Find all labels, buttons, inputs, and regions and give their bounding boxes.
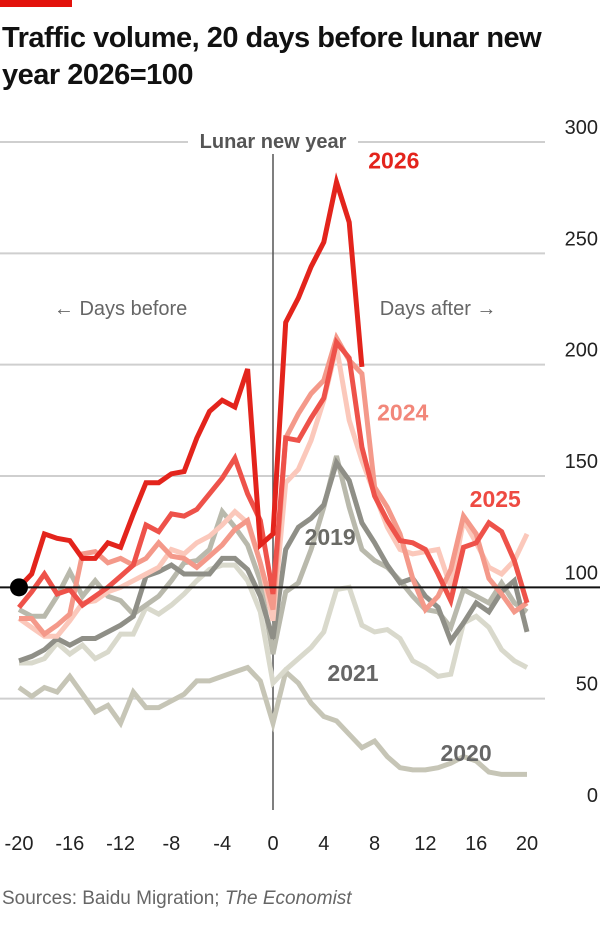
lunar-new-year-label-bg — [188, 126, 358, 154]
y-tick-label: 200 — [565, 340, 598, 362]
source-publication: The Economist — [224, 888, 352, 909]
reference-point — [10, 578, 28, 597]
x-tick-label: -8 — [163, 833, 181, 855]
y-tick-label: 300 — [565, 117, 598, 139]
source-text: Sources: Baidu Migration; — [2, 888, 225, 909]
series-label-2026: 2026 — [368, 148, 419, 174]
days-before-annotation: ← Days before — [54, 298, 187, 320]
x-tick-label: 16 — [465, 833, 487, 855]
lunar-new-year-label: Lunar new year — [200, 131, 347, 153]
y-axis-ticks: 0 50 100 150 200 250 300 — [565, 117, 598, 807]
series-line-2025 — [17, 336, 530, 609]
x-tick-label: -12 — [106, 833, 135, 855]
days-after-annotation: Days after → — [380, 298, 497, 320]
x-tick-label: -20 — [5, 833, 34, 855]
series-line-2021 — [19, 562, 529, 689]
x-tick-label: 8 — [369, 833, 380, 855]
series-label-2025: 2025 — [470, 486, 521, 512]
series-labels: 2020 2021 2019 2024 2025 2026 — [305, 148, 521, 766]
x-tick-label: 0 — [267, 833, 278, 855]
x-tick-label: 4 — [318, 833, 329, 855]
series-line-2020 — [17, 664, 527, 777]
series-line-unlabeled — [17, 346, 530, 639]
x-axis-ticks: -20 -16 -12 -8 -4 0 4 8 12 16 20 — [5, 833, 539, 855]
x-tick-label: 20 — [516, 833, 538, 855]
series-line-2019 — [18, 456, 530, 664]
series-label-2019: 2019 — [305, 524, 356, 550]
source-note: Sources: Baidu Migration; The Economist — [2, 888, 352, 910]
x-tick-label: -4 — [213, 833, 231, 855]
series-line-2026 — [17, 172, 365, 590]
y-tick-label: 50 — [576, 674, 598, 696]
series-label-2024: 2024 — [377, 399, 428, 425]
brand-bar — [0, 0, 72, 7]
y-tick-label: 100 — [565, 562, 598, 584]
series-label-2021: 2021 — [327, 660, 378, 686]
chart-title: Traffic volume, 20 days before lunar new… — [2, 22, 542, 91]
y-tick-label: 250 — [565, 228, 598, 250]
y-tick-label: 150 — [565, 451, 598, 473]
series-label-2020: 2020 — [440, 740, 491, 766]
x-tick-label: 12 — [414, 833, 436, 855]
y-tick-label: 0 — [587, 785, 598, 807]
x-tick-label: -16 — [55, 833, 84, 855]
